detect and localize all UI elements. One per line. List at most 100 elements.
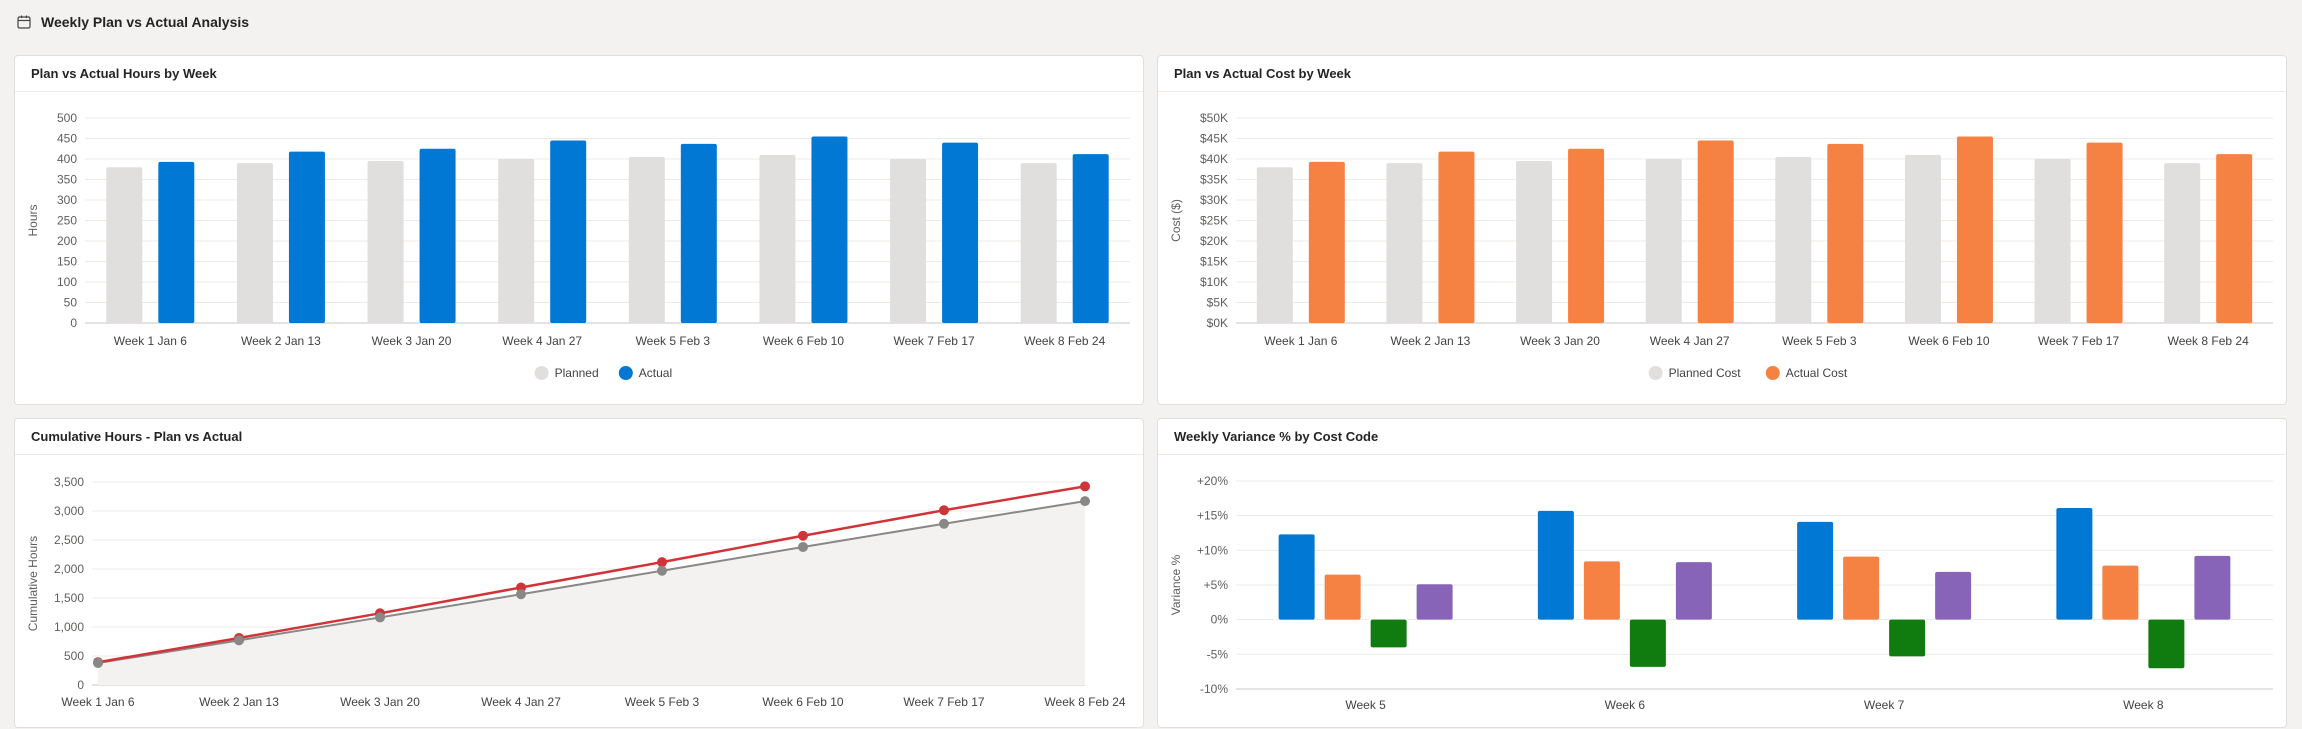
hours-ytick-label: 450 xyxy=(57,132,77,146)
cumulative-actual-point xyxy=(798,530,808,541)
variance-xtick-label: Week 5 xyxy=(1345,698,1386,712)
hours-bar-actual xyxy=(942,142,979,323)
cumulative-xtick-label: Week 6 Feb 10 xyxy=(762,695,843,709)
hours-ytick-label: 200 xyxy=(57,234,77,248)
hours-bar-planned xyxy=(498,159,535,323)
cumulative-ytick-label: 3,500 xyxy=(54,475,84,489)
cost-legend-marker xyxy=(1765,366,1780,380)
cost-bar-planned xyxy=(2034,159,2071,323)
hours-bar-actual xyxy=(550,140,587,323)
cumulative-planned-point xyxy=(798,541,808,552)
cumulative-chart-card: Cumulative Hours - Plan vs Actual 0 500 1,… xyxy=(14,418,1144,728)
cumulative-planned-point xyxy=(375,612,385,623)
hours-ytick-label: 350 xyxy=(57,173,77,187)
cumulative-planned-point xyxy=(93,657,103,668)
cost-xtick-label: Week 3 Jan 20 xyxy=(1520,334,1600,348)
cumulative-ytick-label: 2,000 xyxy=(54,562,84,576)
cost-xtick-label: Week 2 Jan 13 xyxy=(1391,334,1471,348)
cumulative-planned-point xyxy=(657,565,667,576)
cumulative-planned-point xyxy=(234,635,244,646)
cost-xtick-label: Week 4 Jan 27 xyxy=(1650,334,1730,348)
variance-bar-series-c xyxy=(1370,619,1407,648)
cost-bar-planned xyxy=(1775,156,1812,323)
cost-y-axis-title: Cost ($) xyxy=(1169,199,1183,242)
cost-chart-card: Plan vs Actual Cost by Week $0K $5K $10K $1… xyxy=(1157,55,2287,405)
hours-bar-actual xyxy=(680,143,717,323)
cost-ytick-label: $35K xyxy=(1200,173,1228,187)
variance-bar-series-d xyxy=(2194,555,2231,620)
cumulative-chart: 0 500 1,000 1,500 2,000 2,500 3,000 3,500 Cumula… xyxy=(26,475,1126,709)
cumulative-actual-point xyxy=(1080,481,1090,492)
cost-ytick-label: $25K xyxy=(1200,214,1228,228)
variance-ytick-label: +15% xyxy=(1197,509,1228,523)
variance-bar-series-d xyxy=(1935,571,1972,620)
cost-legend-label: Planned Cost xyxy=(1669,366,1742,380)
cumulative-planned-line xyxy=(97,500,1086,664)
variance-bar-series-b xyxy=(2102,565,2139,620)
hours-xtick-label: Week 2 Jan 13 xyxy=(241,334,321,348)
hours-ytick-label: 0 xyxy=(70,316,77,330)
cost-bar-actual xyxy=(2086,142,2123,323)
hours-bar-actual xyxy=(811,136,848,323)
variance-xtick-label: Week 6 xyxy=(1605,698,1646,712)
cost-xtick-label: Week 1 Jan 6 xyxy=(1264,334,1337,348)
hours-chart-card: Plan vs Actual Hours by Week 0 50 100 150 20… xyxy=(14,55,1144,405)
cumulative-ytick-label: 3,000 xyxy=(54,504,84,518)
cumulative-xtick-label: Week 4 Jan 27 xyxy=(481,695,561,709)
cost-ytick-label: $20K xyxy=(1200,234,1228,248)
cumulative-ytick-label: 2,500 xyxy=(54,533,84,547)
hours-ytick-label: 500 xyxy=(57,111,77,125)
variance-bar-series-d xyxy=(1416,584,1453,620)
cost-bar-actual xyxy=(1308,161,1345,323)
hours-ytick-label: 250 xyxy=(57,214,77,228)
cumulative-ytick-label: 0 xyxy=(77,678,84,692)
cumulative-y-axis-title: Cumulative Hours xyxy=(26,536,40,631)
hours-bar-planned xyxy=(628,156,665,323)
hours-xtick-label: Week 5 Feb 3 xyxy=(636,334,711,348)
cumulative-actual-point xyxy=(939,505,949,516)
hours-bar-planned xyxy=(890,159,927,323)
hours-legend-label: Planned xyxy=(555,366,599,380)
variance-bar-series-d xyxy=(1675,562,1712,620)
cost-bar-actual xyxy=(1956,136,1993,323)
cumulative-chart-title: Cumulative Hours - Plan vs Actual xyxy=(15,419,1143,455)
hours-bar-planned xyxy=(236,163,273,323)
cost-xtick-label: Week 8 Feb 24 xyxy=(2168,334,2249,348)
hours-bar-planned xyxy=(367,161,404,323)
cumulative-xtick-label: Week 1 Jan 6 xyxy=(61,695,134,709)
hours-ytick-label: 50 xyxy=(64,296,78,310)
page-title: Weekly Plan vs Actual Analysis xyxy=(41,14,250,30)
hours-xtick-label: Week 4 Jan 27 xyxy=(502,334,582,348)
hours-xtick-label: Week 8 Feb 24 xyxy=(1024,334,1105,348)
cumulative-planned-point xyxy=(516,589,526,600)
variance-bar-series-c xyxy=(2148,619,2185,669)
variance-chart-card: Weekly Variance % by Cost Code -10% -5% 0%… xyxy=(1157,418,2287,728)
cost-xtick-label: Week 7 Feb 17 xyxy=(2038,334,2119,348)
variance-xtick-label: Week 7 xyxy=(1864,698,1905,712)
cost-bar-actual xyxy=(2216,154,2253,323)
hours-xtick-label: Week 7 Feb 17 xyxy=(893,334,974,348)
variance-ytick-label: +5% xyxy=(1204,578,1229,592)
cost-xtick-label: Week 6 Feb 10 xyxy=(1908,334,1989,348)
variance-ytick-label: -5% xyxy=(1207,647,1229,661)
cost-ytick-label: $10K xyxy=(1200,275,1228,289)
hours-bar-actual xyxy=(288,151,325,323)
cost-xtick-label: Week 5 Feb 3 xyxy=(1782,334,1857,348)
cumulative-actual-point xyxy=(657,557,667,568)
cost-ytick-label: $5K xyxy=(1207,296,1228,310)
hours-xtick-label: Week 6 Feb 10 xyxy=(763,334,844,348)
cost-bar-actual xyxy=(1697,140,1734,323)
hours-legend-marker xyxy=(534,366,549,380)
cumulative-actual-line xyxy=(97,485,1086,664)
hours-legend-label: Actual xyxy=(639,366,672,380)
cost-bar-planned xyxy=(1256,167,1293,323)
cumulative-ytick-label: 1,000 xyxy=(54,620,84,634)
variance-chart: -10% -5% 0% +5% +10% +15% +20% Variance % Week 5… xyxy=(1169,474,2273,712)
cost-bar-planned xyxy=(1386,163,1423,323)
hours-bar-planned xyxy=(1020,163,1057,323)
variance-bar-series-b xyxy=(1324,574,1361,620)
cost-bar-planned xyxy=(2164,163,2201,323)
page-header: Weekly Plan vs Actual Analysis xyxy=(0,0,2302,44)
variance-ytick-label: +10% xyxy=(1197,543,1228,557)
variance-bar-series-a xyxy=(1797,521,1834,620)
